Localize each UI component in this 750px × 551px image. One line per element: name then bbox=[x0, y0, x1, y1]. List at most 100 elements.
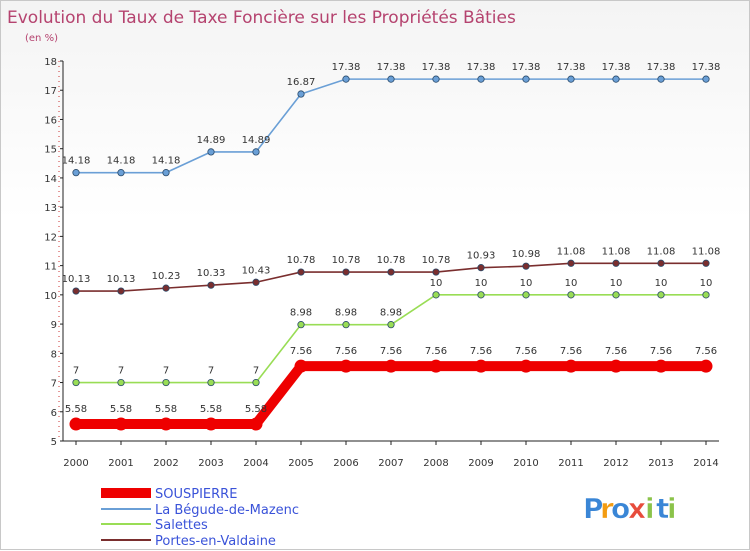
data-label: 10.13 bbox=[107, 274, 136, 285]
x-tick-label: 2000 bbox=[63, 458, 88, 469]
data-point bbox=[522, 75, 530, 83]
x-tick-label: 2003 bbox=[198, 458, 223, 469]
data-point bbox=[477, 264, 485, 272]
data-point bbox=[204, 417, 218, 431]
data-label: 8.98 bbox=[290, 308, 312, 319]
data-point bbox=[297, 268, 305, 276]
chart-subtitle: (en %) bbox=[25, 33, 58, 44]
data-label: 7.56 bbox=[560, 346, 582, 357]
data-point bbox=[252, 148, 260, 156]
data-label: 7.56 bbox=[515, 346, 537, 357]
data-label: 7.56 bbox=[290, 346, 312, 357]
data-label: 5.58 bbox=[65, 404, 87, 415]
data-label: 17.38 bbox=[332, 62, 361, 73]
data-point bbox=[702, 75, 710, 83]
data-point bbox=[162, 169, 170, 177]
data-point bbox=[387, 75, 395, 83]
data-point bbox=[429, 359, 443, 373]
data-label: 7.56 bbox=[650, 346, 672, 357]
data-point bbox=[294, 359, 308, 373]
data-label: 14.89 bbox=[197, 135, 226, 146]
data-label: 10.78 bbox=[332, 255, 361, 266]
data-point bbox=[567, 291, 575, 299]
logo-letter: o bbox=[611, 492, 630, 525]
data-point bbox=[339, 359, 353, 373]
data-point bbox=[567, 75, 575, 83]
y-tick-label: 6 bbox=[51, 408, 57, 419]
y-tick-label: 8 bbox=[51, 349, 57, 360]
data-point bbox=[297, 90, 305, 98]
x-tick-label: 2001 bbox=[108, 458, 133, 469]
data-point bbox=[477, 75, 485, 83]
data-label: 8.98 bbox=[380, 308, 402, 319]
data-point bbox=[522, 262, 530, 270]
data-point bbox=[657, 259, 665, 267]
data-point bbox=[612, 291, 620, 299]
series-layer bbox=[69, 75, 713, 431]
data-point bbox=[657, 75, 665, 83]
logo-letter: i bbox=[645, 492, 655, 525]
data-label: 10.13 bbox=[62, 274, 91, 285]
data-label: 7.56 bbox=[425, 346, 447, 357]
data-label: 10.43 bbox=[242, 265, 271, 276]
data-label: 5.58 bbox=[155, 404, 177, 415]
y-tick-label: 10 bbox=[44, 291, 57, 302]
data-label: 10.78 bbox=[377, 255, 406, 266]
data-label: 8.98 bbox=[335, 308, 357, 319]
y-tick-label: 11 bbox=[44, 262, 57, 273]
data-label: 11.08 bbox=[557, 246, 586, 257]
legend-label: La Bégude-de-Mazenc bbox=[155, 503, 299, 518]
data-label: 10.33 bbox=[197, 268, 226, 279]
data-label: 7 bbox=[208, 366, 214, 377]
logo-letter: t bbox=[656, 492, 669, 525]
x-tick-label: 2004 bbox=[243, 458, 268, 469]
data-point bbox=[117, 287, 125, 295]
data-label: 14.18 bbox=[62, 156, 91, 167]
x-tick-label: 2013 bbox=[648, 458, 673, 469]
data-label: 5.58 bbox=[110, 404, 132, 415]
data-point bbox=[522, 291, 530, 299]
data-point bbox=[387, 268, 395, 276]
data-label: 17.38 bbox=[467, 62, 496, 73]
data-point bbox=[657, 291, 665, 299]
data-label: 11.08 bbox=[602, 246, 631, 257]
data-point bbox=[432, 75, 440, 83]
data-label: 7 bbox=[73, 366, 79, 377]
x-tick-label: 2012 bbox=[603, 458, 628, 469]
chart-title: Evolution du Taux de Taxe Foncière sur l… bbox=[7, 8, 516, 28]
data-label: 10.98 bbox=[512, 249, 541, 260]
data-label: 11.08 bbox=[647, 246, 676, 257]
data-point bbox=[72, 169, 80, 177]
axes: 5 6 7 8 9 10 11 12 13 14 15 16 17 18 2000 2001 2002 2003 2… bbox=[44, 57, 719, 469]
data-label: 7.56 bbox=[470, 346, 492, 357]
data-point bbox=[342, 75, 350, 83]
series-line bbox=[76, 361, 706, 430]
legend-label: Portes-en-Valdaine bbox=[155, 534, 276, 549]
data-label: 10 bbox=[610, 278, 623, 289]
data-label: 17.38 bbox=[377, 62, 406, 73]
y-tick-label: 9 bbox=[51, 320, 57, 331]
data-point bbox=[564, 359, 578, 373]
data-point bbox=[342, 321, 350, 329]
data-label: 10.93 bbox=[467, 251, 496, 262]
data-label: 7.56 bbox=[695, 346, 717, 357]
data-point bbox=[342, 268, 350, 276]
data-label: 7 bbox=[118, 366, 124, 377]
logo-letter: P bbox=[583, 492, 604, 525]
data-point bbox=[432, 291, 440, 299]
data-point bbox=[387, 321, 395, 329]
data-label: 11.08 bbox=[692, 246, 721, 257]
data-label: 14.18 bbox=[107, 156, 136, 167]
data-point bbox=[207, 378, 215, 387]
data-point bbox=[72, 378, 80, 387]
data-point bbox=[477, 291, 485, 299]
data-point bbox=[207, 281, 215, 289]
data-label: 5.58 bbox=[245, 404, 267, 415]
data-point bbox=[612, 75, 620, 83]
logo-letter: x bbox=[628, 492, 646, 525]
x-tick-label: 2005 bbox=[288, 458, 313, 469]
data-label: 10 bbox=[520, 278, 533, 289]
